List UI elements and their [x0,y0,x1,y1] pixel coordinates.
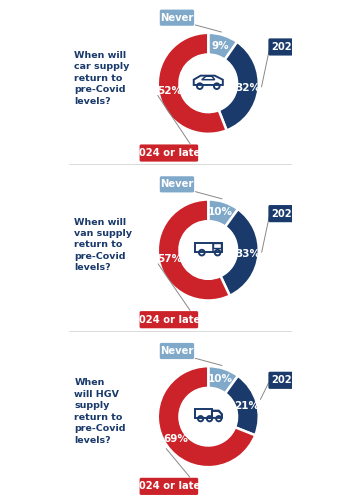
Text: 10%: 10% [208,374,233,384]
Text: Never: Never [160,346,193,356]
Text: 2024 or later: 2024 or later [132,148,205,158]
Wedge shape [219,42,259,130]
Wedge shape [208,33,237,60]
Wedge shape [158,33,227,134]
FancyBboxPatch shape [160,10,194,26]
Text: 52%: 52% [157,86,182,96]
FancyBboxPatch shape [140,144,198,162]
Text: 9%: 9% [211,40,229,50]
Circle shape [179,388,237,446]
Circle shape [179,221,237,279]
FancyBboxPatch shape [160,343,194,359]
Text: 33%: 33% [235,248,260,258]
Text: 21%: 21% [234,400,259,410]
FancyBboxPatch shape [268,38,302,56]
Wedge shape [208,200,238,226]
Text: When
will HGV
supply
return to
pre-Covid
levels?: When will HGV supply return to pre-Covid… [74,378,126,444]
Text: When will
van supply
return to
pre-Covid
levels?: When will van supply return to pre-Covid… [74,218,132,272]
FancyBboxPatch shape [140,478,198,495]
FancyBboxPatch shape [160,176,194,192]
FancyBboxPatch shape [268,205,302,222]
Text: 2023: 2023 [271,208,299,218]
Wedge shape [221,209,259,296]
Text: 10%: 10% [208,208,233,218]
Text: Never: Never [160,180,193,190]
Text: 69%: 69% [163,434,188,444]
Text: 2024 or later: 2024 or later [132,314,205,324]
Wedge shape [208,366,238,394]
Text: 2023: 2023 [271,376,299,386]
Text: When will
car supply
return to
pre-Covid
levels?: When will car supply return to pre-Covid… [74,51,130,106]
Wedge shape [158,200,230,300]
Wedge shape [225,376,259,436]
Text: Never: Never [160,12,193,22]
Wedge shape [158,366,255,467]
Text: 2024 or later: 2024 or later [132,482,205,492]
FancyBboxPatch shape [140,311,198,328]
Text: 32%: 32% [235,83,260,93]
Circle shape [179,54,237,112]
Text: 2023: 2023 [271,42,299,52]
Text: 57%: 57% [157,254,182,264]
FancyBboxPatch shape [268,372,302,389]
